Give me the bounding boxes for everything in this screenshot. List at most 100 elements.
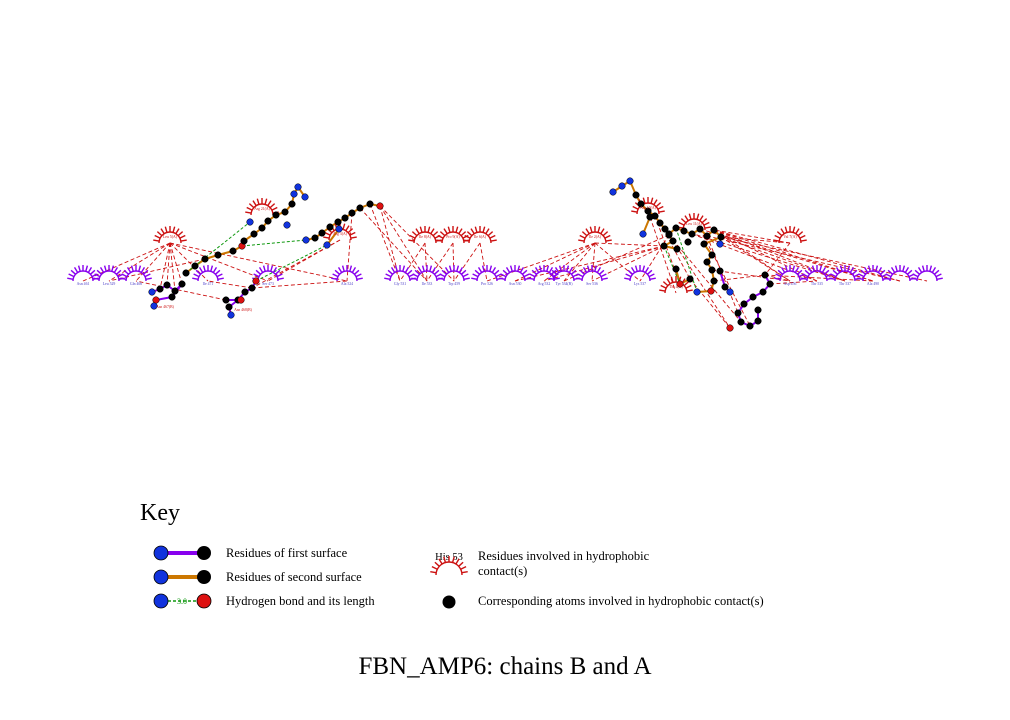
surface-residue-label: Ser 473 xyxy=(262,282,274,286)
key-hydrophobic-atoms-label: Corresponding atoms involved in hydropho… xyxy=(478,594,764,608)
surface-residue-label: Ser 536 xyxy=(586,282,598,286)
nitrogen-atom xyxy=(323,241,331,249)
key-o-atom xyxy=(196,593,212,609)
carbon-atom xyxy=(673,245,681,253)
hydrophobic-contact-line xyxy=(379,205,455,282)
tyr-534-ligand-atoms xyxy=(716,267,774,332)
key-n-atom xyxy=(153,545,169,561)
carbon-atom xyxy=(684,238,692,246)
hydrophobic-contact-line xyxy=(720,236,791,244)
ligand-atoms xyxy=(148,177,774,332)
carbon-atom xyxy=(637,200,645,208)
hydrophobic-contact-line xyxy=(706,235,739,314)
carbon-atom xyxy=(366,200,374,208)
key-c-atom xyxy=(197,546,211,560)
hydrophobic-contact-line xyxy=(594,242,665,247)
carbon-atom xyxy=(761,271,769,279)
surface-residue-label: Pro 526 xyxy=(481,282,493,286)
leu-11-ligand-atoms xyxy=(665,224,725,296)
contact-lines xyxy=(82,203,928,329)
carbon-atom xyxy=(737,318,745,326)
surface-residue-arc xyxy=(624,265,656,282)
hydrophobic-contact-line xyxy=(135,242,171,282)
hydrophobic-contact-line xyxy=(135,280,227,301)
oxygen-atom xyxy=(676,280,684,288)
nitrogen-atom xyxy=(150,302,158,310)
carbon-atom xyxy=(740,300,748,308)
carbon-atom xyxy=(222,296,230,304)
key-first-surface-label: Residues of first surface xyxy=(226,546,348,560)
hydrophobic-contact-line xyxy=(453,242,481,282)
carbon-atom xyxy=(646,213,654,221)
carbon-atom xyxy=(661,225,669,233)
carbon-atom xyxy=(717,233,725,241)
hydrophobic-contact-line xyxy=(169,242,209,282)
diagram-title: FBN_AMP6: chains B and A xyxy=(358,653,652,680)
carbon-atom xyxy=(708,266,716,274)
hydrophobic-residue-label: Leu 11(A) xyxy=(686,222,703,226)
hydrophobic-contact-line xyxy=(166,242,171,286)
carbon-atom xyxy=(229,247,237,255)
carbon-atom xyxy=(248,284,256,292)
hydrophobic-contact-line xyxy=(108,258,206,282)
carbon-atom xyxy=(225,303,233,311)
surface-residue-arc xyxy=(499,265,531,282)
hydrophobic-residue-arc xyxy=(408,226,442,244)
hydrophobic-contact-line xyxy=(668,234,742,323)
hydrophobic-contact-line xyxy=(346,212,353,282)
carbon-atom xyxy=(669,237,677,245)
hydrophobic-contact-line xyxy=(424,242,428,282)
nitrogen-atom xyxy=(246,218,254,226)
hydrophobic-contact-line xyxy=(543,245,665,282)
key-hydrophobic-arc-shape xyxy=(430,556,468,576)
hydrophobic-contact-line xyxy=(720,236,791,282)
hydrophobic-residue-label: Pro 9(A) xyxy=(446,235,460,239)
carbon-atom xyxy=(703,258,711,266)
carbon-atom xyxy=(241,288,249,296)
hydrophobic-residue-label: Arg 21(A) xyxy=(254,207,271,211)
surface-residues xyxy=(67,265,943,282)
surface-residue-label: Gln 466 xyxy=(130,282,142,286)
carbon-atom xyxy=(696,225,704,233)
hydrophobic-contact-line xyxy=(452,242,455,282)
carbon-atom xyxy=(178,280,186,288)
carbon-atom xyxy=(680,227,688,235)
nitrogen-atom xyxy=(301,193,309,201)
key-hydrophobic-arc xyxy=(430,556,468,576)
carbon-atom xyxy=(688,230,696,238)
ligand-bonds xyxy=(151,180,771,327)
carbon-atom xyxy=(686,275,694,283)
hydrophobic-contact-line xyxy=(699,228,874,282)
carbon-atom xyxy=(759,288,767,296)
carbon-atom xyxy=(334,218,342,226)
carbon-atom xyxy=(250,230,258,238)
hydrophobic-residue-arc xyxy=(578,226,612,244)
hydrophobic-residue-label: Ile 6(A) xyxy=(474,235,487,239)
oxygen-atom xyxy=(726,324,734,332)
carbon-atom xyxy=(214,251,222,259)
hydrophobic-contact-line xyxy=(108,242,171,282)
surface-residue-arc xyxy=(331,265,363,282)
carbon-atom xyxy=(240,237,248,245)
carbon-atom xyxy=(665,230,673,238)
carbon-atom xyxy=(749,293,757,301)
hydrophobic-contact-line xyxy=(399,242,426,282)
hydrophobic-residue-arc xyxy=(463,226,497,244)
nitrogen-atom xyxy=(335,225,343,233)
carbon-atom xyxy=(734,309,742,317)
oxygen-atom xyxy=(252,277,260,285)
hydrophobic-contact-line xyxy=(369,203,401,282)
nitrogen-atom xyxy=(283,221,291,229)
hydrophobic-residues xyxy=(153,197,807,294)
residue-labels: Leu 5(A) Arg 21(A) Arg 3(A) Ile 8(A) Pro 9(A… xyxy=(77,206,880,312)
surface-residue-arc xyxy=(411,265,443,282)
key-heading: Key xyxy=(140,500,180,526)
surface-residue-label: Thr 535 xyxy=(811,282,823,286)
hydrophobic-residue-arc xyxy=(153,226,187,244)
carbon-atom xyxy=(721,283,729,291)
key-n-atom xyxy=(153,569,169,585)
carbon-atom xyxy=(672,265,680,273)
key-hbond-length: 3.0 xyxy=(177,597,187,606)
surface-residue-arc xyxy=(252,265,284,282)
carbon-atom xyxy=(632,191,640,199)
